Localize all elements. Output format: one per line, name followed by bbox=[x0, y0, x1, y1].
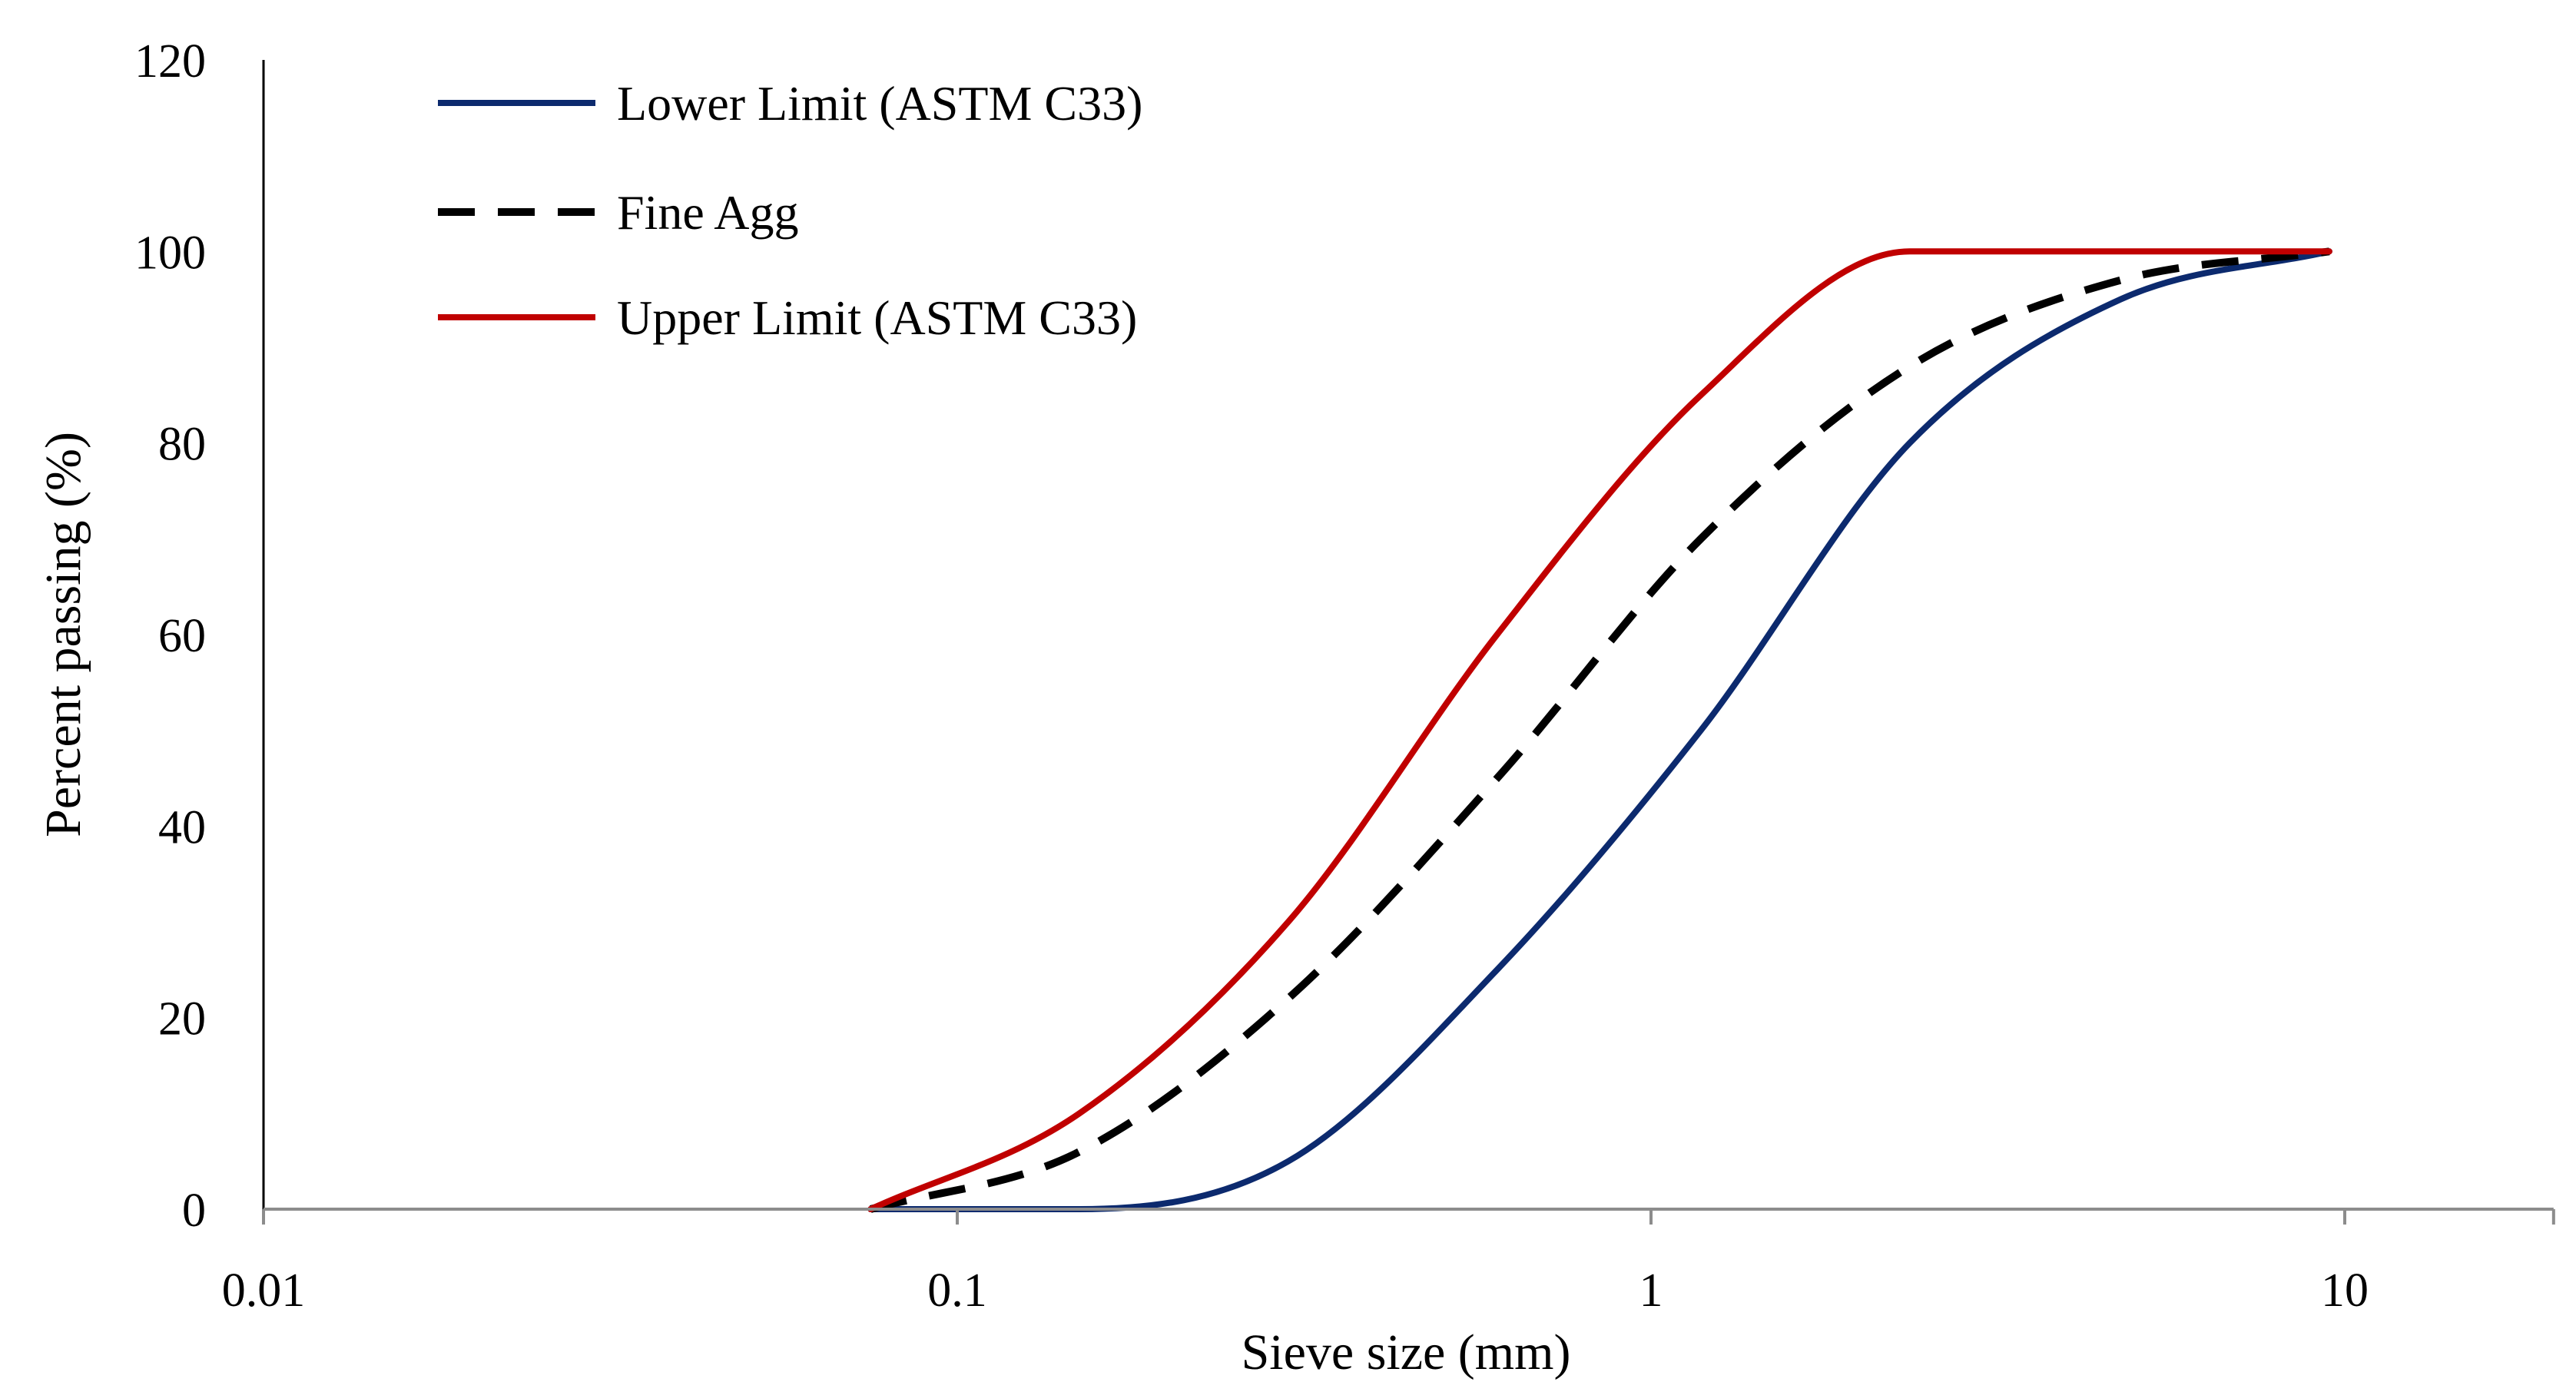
legend: Lower Limit (ASTM C33) Fine Agg Upper Li… bbox=[438, 76, 1142, 345]
legend-label-fine-agg: Fine Agg bbox=[617, 185, 798, 240]
x-tick-labels: 0.01 0.1 1 10 bbox=[222, 1209, 2555, 1317]
y-axis-title: Percent passing (%) bbox=[35, 432, 91, 837]
y-tick-labels: 0 20 40 60 80 100 120 bbox=[134, 35, 206, 1237]
y-tick-label: 60 bbox=[158, 610, 206, 662]
legend-label-lower-limit: Lower Limit (ASTM C33) bbox=[617, 76, 1142, 131]
y-tick-label: 0 bbox=[182, 1185, 206, 1237]
y-tick-label: 20 bbox=[158, 993, 206, 1046]
y-tick-label: 80 bbox=[158, 419, 206, 471]
x-axis-title: Sieve size (mm) bbox=[1242, 1324, 1571, 1380]
series-line-fine-agg bbox=[869, 247, 2330, 1213]
y-tick-label: 40 bbox=[158, 801, 206, 853]
x-tick-label: 0.1 bbox=[927, 1264, 987, 1317]
y-tick-label: 120 bbox=[134, 35, 206, 88]
series-line-upper-limit bbox=[867, 248, 2332, 1212]
x-tick-label: 1 bbox=[1639, 1264, 1663, 1317]
x-tick-label: 10 bbox=[2321, 1264, 2369, 1317]
series-layer bbox=[867, 247, 2332, 1213]
x-tick-label: 0.01 bbox=[222, 1264, 306, 1317]
series-line-lower-limit bbox=[867, 248, 2332, 1213]
legend-label-upper-limit: Upper Limit (ASTM C33) bbox=[617, 290, 1137, 345]
y-tick-label: 100 bbox=[134, 227, 206, 279]
